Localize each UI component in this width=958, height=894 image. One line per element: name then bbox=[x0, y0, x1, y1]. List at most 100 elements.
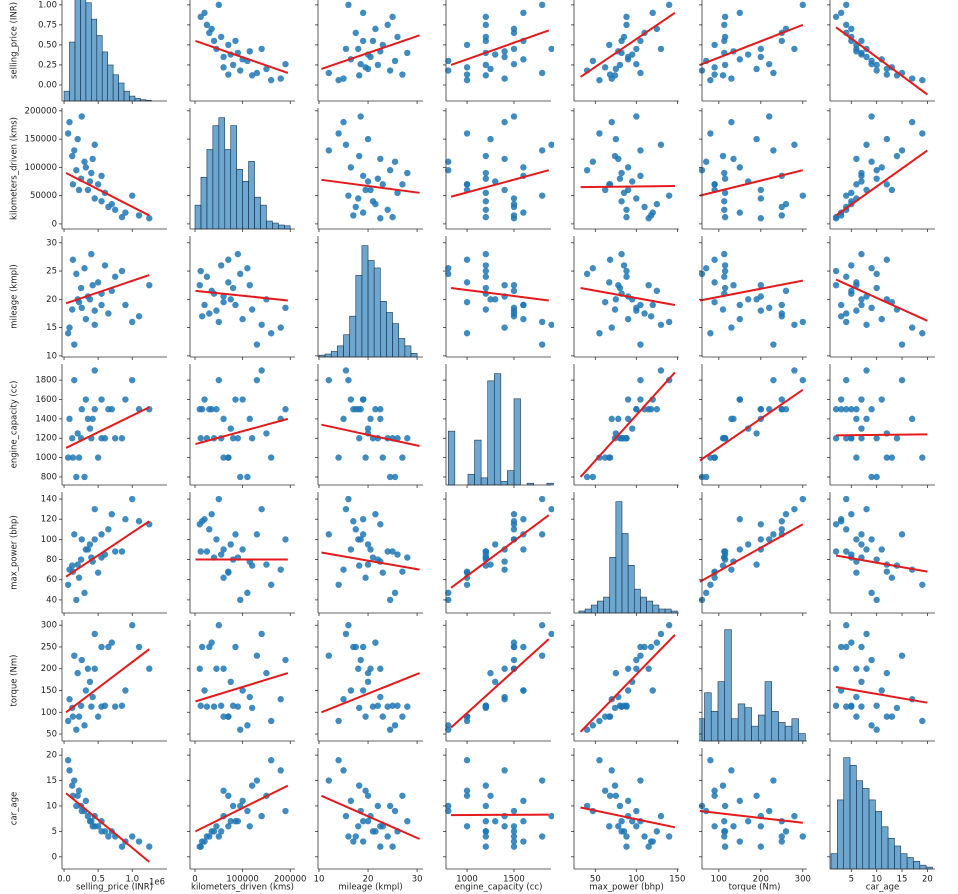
point bbox=[355, 45, 362, 53]
point bbox=[848, 406, 855, 413]
hist-bar bbox=[603, 596, 610, 614]
point bbox=[778, 518, 785, 525]
point bbox=[105, 643, 112, 651]
hist-bar bbox=[337, 345, 344, 358]
point bbox=[745, 51, 752, 58]
point bbox=[873, 270, 880, 278]
point bbox=[118, 548, 126, 555]
y-tick-label: 150000 bbox=[25, 135, 57, 145]
point bbox=[220, 454, 227, 461]
point bbox=[277, 566, 284, 573]
point bbox=[394, 551, 401, 558]
point bbox=[482, 843, 490, 850]
point bbox=[391, 807, 399, 815]
point bbox=[482, 175, 490, 182]
point bbox=[612, 296, 620, 303]
point bbox=[858, 396, 865, 403]
point bbox=[203, 703, 211, 710]
point bbox=[374, 802, 382, 810]
point bbox=[641, 310, 648, 317]
y-tick-label: 120 bbox=[41, 515, 57, 525]
point bbox=[501, 186, 508, 194]
point bbox=[482, 273, 490, 280]
panel bbox=[195, 367, 289, 481]
point bbox=[237, 726, 244, 733]
hist-bar bbox=[731, 718, 739, 742]
point bbox=[501, 281, 508, 289]
hist-bar bbox=[386, 312, 393, 358]
point bbox=[707, 757, 714, 764]
panel bbox=[699, 495, 806, 604]
hist-bar bbox=[737, 703, 746, 742]
point bbox=[757, 521, 764, 528]
point bbox=[649, 9, 656, 17]
point bbox=[213, 665, 220, 672]
regression-line bbox=[321, 794, 420, 840]
point bbox=[201, 396, 208, 403]
point bbox=[377, 415, 384, 423]
point bbox=[122, 209, 129, 216]
point bbox=[359, 687, 367, 694]
point bbox=[878, 396, 885, 403]
hist-bar bbox=[862, 788, 870, 870]
point bbox=[778, 833, 785, 840]
point bbox=[711, 298, 718, 306]
point bbox=[843, 406, 850, 413]
point bbox=[482, 802, 490, 810]
point bbox=[612, 669, 620, 677]
point bbox=[463, 581, 471, 588]
point bbox=[832, 435, 840, 442]
point bbox=[463, 792, 471, 799]
point bbox=[82, 396, 90, 403]
point bbox=[538, 341, 546, 348]
point bbox=[239, 687, 246, 694]
regression-line bbox=[321, 34, 420, 70]
point bbox=[463, 64, 471, 71]
point bbox=[753, 296, 760, 303]
point bbox=[601, 454, 609, 461]
regression-line bbox=[451, 813, 549, 817]
point bbox=[197, 548, 204, 555]
point bbox=[492, 296, 499, 303]
point bbox=[770, 341, 777, 348]
point bbox=[843, 643, 850, 651]
point bbox=[618, 250, 625, 258]
point bbox=[129, 833, 136, 840]
point bbox=[372, 510, 379, 518]
point bbox=[335, 717, 342, 725]
point bbox=[843, 376, 850, 384]
panel bbox=[699, 757, 806, 850]
point bbox=[94, 569, 102, 576]
point bbox=[510, 828, 518, 835]
point bbox=[848, 287, 855, 295]
point bbox=[445, 589, 452, 597]
point bbox=[118, 213, 126, 221]
point bbox=[538, 69, 546, 77]
point bbox=[399, 71, 406, 78]
y-tick-label: 10 bbox=[46, 801, 57, 811]
point bbox=[445, 726, 452, 733]
point bbox=[863, 630, 870, 638]
regression-line bbox=[321, 178, 420, 194]
point bbox=[82, 164, 90, 171]
point bbox=[267, 454, 275, 461]
point bbox=[445, 67, 452, 74]
point bbox=[919, 454, 926, 461]
point bbox=[719, 306, 727, 313]
point bbox=[335, 130, 342, 137]
point bbox=[74, 561, 81, 568]
point bbox=[282, 304, 289, 312]
panel bbox=[64, 622, 153, 733]
point bbox=[893, 435, 901, 442]
point bbox=[848, 25, 855, 33]
point bbox=[637, 777, 644, 784]
point bbox=[778, 37, 785, 45]
panel bbox=[195, 495, 289, 604]
hist-bar bbox=[91, 18, 98, 102]
point bbox=[893, 152, 901, 160]
point bbox=[357, 113, 364, 120]
point bbox=[357, 656, 364, 664]
point bbox=[782, 406, 790, 413]
point bbox=[482, 702, 490, 709]
point bbox=[340, 75, 347, 82]
